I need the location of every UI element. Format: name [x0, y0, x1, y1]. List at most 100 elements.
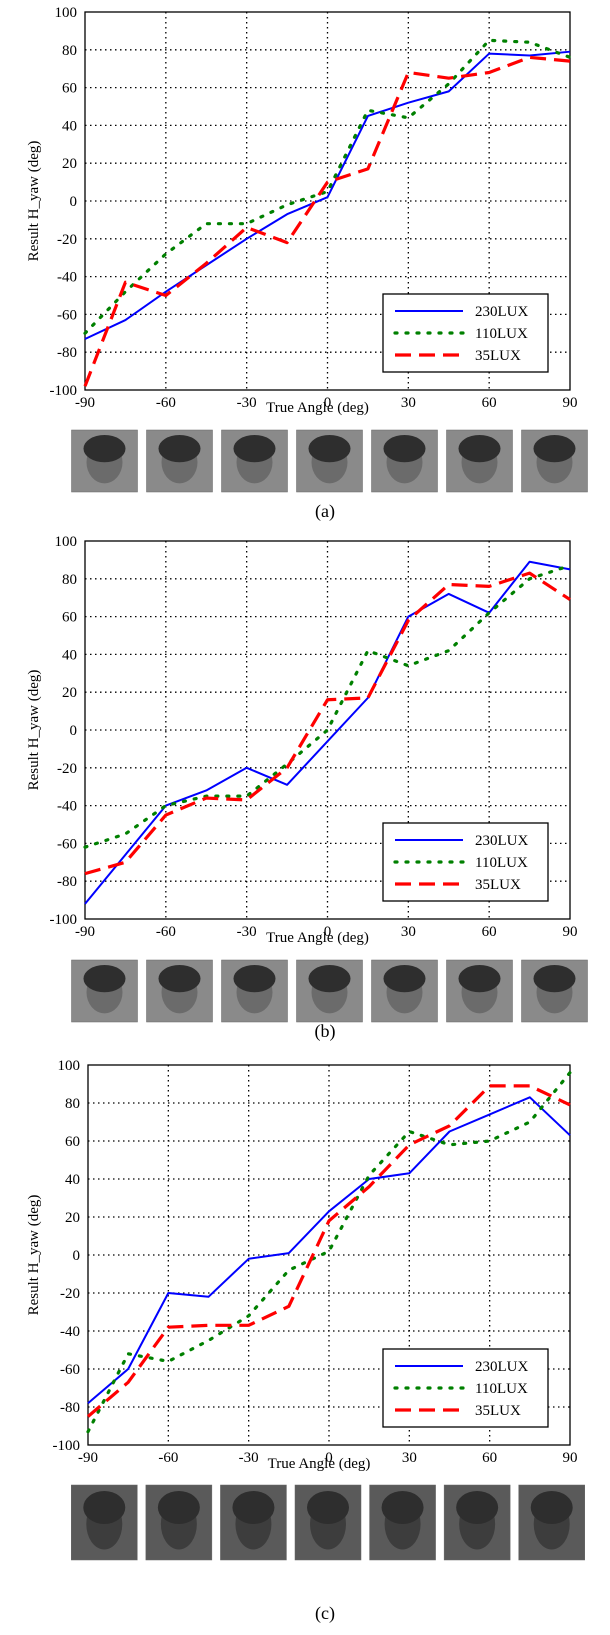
chart-c-ytick-label: 100: [58, 1058, 81, 1074]
chart-b-thumbnail-hair: [158, 964, 201, 993]
chart-c-series-line-230lux: [87, 1096, 571, 1404]
chart-panel-a: -100 -80 -60 -40 -20 0 20 40 60 80 100 -90 -60 -30 0 30…: [0, 0, 610, 545]
chart-c-xtick-label: -60: [158, 1450, 178, 1466]
chart-b-x-axis-title: True Angle (deg): [266, 930, 369, 946]
chart-a-caption: (a): [315, 501, 335, 522]
chart-a-ytick-label: 0: [70, 194, 78, 210]
chart-a-face-thumbnail: [146, 429, 213, 493]
chart-a-y-axis-title: Result H_yaw (deg): [26, 141, 42, 262]
chart-b-caption: (b): [315, 1021, 336, 1042]
chart-panel-b: -100 -80 -60 -40 -20 0 20 40 60 80 100 -90 -60 -30 0 30…: [0, 530, 610, 1050]
chart-b-face-thumbnail: [371, 959, 438, 1023]
chart-c-face-thumbnail: [518, 1484, 585, 1561]
chart-b-face-thumbnail: [296, 959, 363, 1023]
chart-c-thumbnail-hair: [157, 1491, 200, 1524]
chart-a-legend: 230LUX 110LUX 35LUX: [382, 293, 549, 373]
chart-b-series-line-35lux: [84, 571, 571, 876]
chart-a-thumbnail-hair: [308, 434, 351, 463]
chart-a-ytick-label: 60: [62, 81, 77, 97]
chart-c-thumbnail-hair: [530, 1491, 573, 1524]
chart-c-ytick-label: -100: [53, 1438, 81, 1454]
chart-a-ytick-label: 20: [62, 156, 77, 172]
chart-a-legend-box: [382, 293, 549, 373]
chart-c-xtick-label: 60: [482, 1450, 497, 1466]
chart-b-thumbnail-hair: [308, 964, 351, 993]
chart-a-thumbnail-hair: [383, 434, 426, 463]
chart-c-series-line-35lux: [86, 1084, 571, 1418]
chart-b-ytick-label: 40: [62, 647, 77, 663]
chart-b-xtick-label: 60: [482, 924, 497, 940]
chart-c-face-thumbnail: [220, 1484, 287, 1561]
chart-a-thumbnail-hair: [158, 434, 201, 463]
chart-c-face-thumbnail: [71, 1484, 138, 1561]
chart-b-svg: -100 -80 -60 -40 -20 0 20 40 60 80 100 -90 -60 -30 0 30…: [26, 534, 588, 1042]
chart-a-ytick-label: 100: [55, 5, 78, 21]
chart-b-xtick-label: -60: [156, 924, 176, 940]
chart-c-thumbnail-hair: [381, 1491, 424, 1524]
chart-b-ytick-label: -20: [57, 761, 77, 777]
chart-c-face-thumbnail: [369, 1484, 436, 1561]
chart-a-ytick-label: 40: [62, 118, 77, 134]
chart-c-x-axis-title: True Angle (deg): [268, 1456, 371, 1472]
chart-b-legend: 230LUX 110LUX 35LUX: [382, 822, 549, 902]
chart-c-grid: [88, 1065, 570, 1445]
chart-b-ytick-label: 100: [55, 534, 78, 550]
chart-a-ytick-label: -100: [50, 383, 78, 399]
chart-c-ytick-label: 40: [65, 1172, 80, 1188]
chart-a-ytick-label: -40: [57, 270, 77, 286]
chart-b-thumbnail-hair: [233, 964, 276, 993]
chart-c-legend-label: 35LUX: [475, 1403, 521, 1419]
chart-c-xtick-label: -30: [239, 1450, 259, 1466]
chart-c-face-thumbnail: [145, 1484, 213, 1561]
chart-c-ytick-label: -80: [60, 1400, 80, 1416]
chart-c-xtick-label: 90: [563, 1450, 578, 1466]
chart-b-ytick-label: 0: [70, 723, 78, 739]
chart-b-thumbnail-hair: [458, 964, 501, 993]
chart-c-y-axis-title: Result H_yaw (deg): [26, 1195, 42, 1316]
chart-b-ytick-label: 60: [62, 610, 77, 626]
chart-c-xtick-label: -90: [78, 1450, 98, 1466]
chart-b-ytick-label: 80: [62, 572, 77, 588]
chart-b-face-thumbnail: [71, 959, 138, 1023]
chart-b-xtick-label: 0: [324, 924, 332, 940]
chart-c-xtick-label: 0: [325, 1450, 333, 1466]
chart-c-ytick-label: 60: [65, 1134, 80, 1150]
chart-b-plot-frame: [84, 540, 571, 920]
chart-b-ytick-label: -80: [57, 874, 77, 890]
chart-b-y-axis-title: Result H_yaw (deg): [26, 670, 42, 791]
chart-c-ytick-label: -20: [60, 1286, 80, 1302]
chart-a-thumbnail-hair: [458, 434, 501, 463]
chart-a-ytick-label: 80: [62, 43, 77, 59]
chart-c-svg: -100 -80 -60 -40 -20 0 20 40 60 80 100 -90 -60 -30 0 30…: [26, 1058, 585, 1624]
chart-a-legend-label: 110LUX: [475, 326, 528, 342]
chart-a-xtick-label: -30: [237, 395, 257, 411]
chart-a-series-line-35lux: [83, 55, 571, 387]
chart-b-face-thumbnail: [221, 959, 288, 1023]
chart-a-xtick-label: 30: [401, 395, 416, 411]
chart-b-ytick-label: -100: [50, 912, 78, 928]
chart-a-face-thumbnail: [71, 429, 138, 493]
chart-b-ytick-label: -60: [57, 836, 77, 852]
chart-c-xtick-label: 30: [402, 1450, 417, 1466]
chart-b-face-thumbnail: [446, 959, 513, 1023]
chart-a-svg: -100 -80 -60 -40 -20 0 20 40 60 80 100 -90 -60 -30 0 30…: [26, 5, 588, 522]
chart-b-xtick-label: 30: [401, 924, 416, 940]
chart-a-thumbnail-hair: [533, 434, 576, 463]
chart-a-ytick-label: -80: [57, 345, 77, 361]
chart-a-face-thumbnail: [521, 429, 588, 493]
chart-b-ytick-label: 20: [62, 685, 77, 701]
chart-b-thumbnail-hair: [83, 964, 126, 993]
chart-a-legend-label: 35LUX: [475, 348, 521, 364]
chart-c-ytick-label: -60: [60, 1362, 80, 1378]
chart-c-thumbnail-hair: [307, 1491, 349, 1524]
chart-c-thumbnail-hair: [83, 1491, 126, 1524]
chart-c-thumbnail-hair: [232, 1491, 275, 1524]
chart-b-legend-label: 230LUX: [475, 833, 528, 849]
chart-b-legend-box: [382, 822, 549, 902]
chart-b-series-line-110lux: [83, 563, 572, 849]
chart-c-legend-label: 230LUX: [475, 1359, 528, 1375]
chart-a-face-thumbnail: [446, 429, 513, 493]
chart-a-series-line-230lux: [84, 50, 571, 340]
chart-b-thumbnail-hair: [533, 964, 576, 993]
chart-b-face-thumbnail: [521, 959, 588, 1023]
